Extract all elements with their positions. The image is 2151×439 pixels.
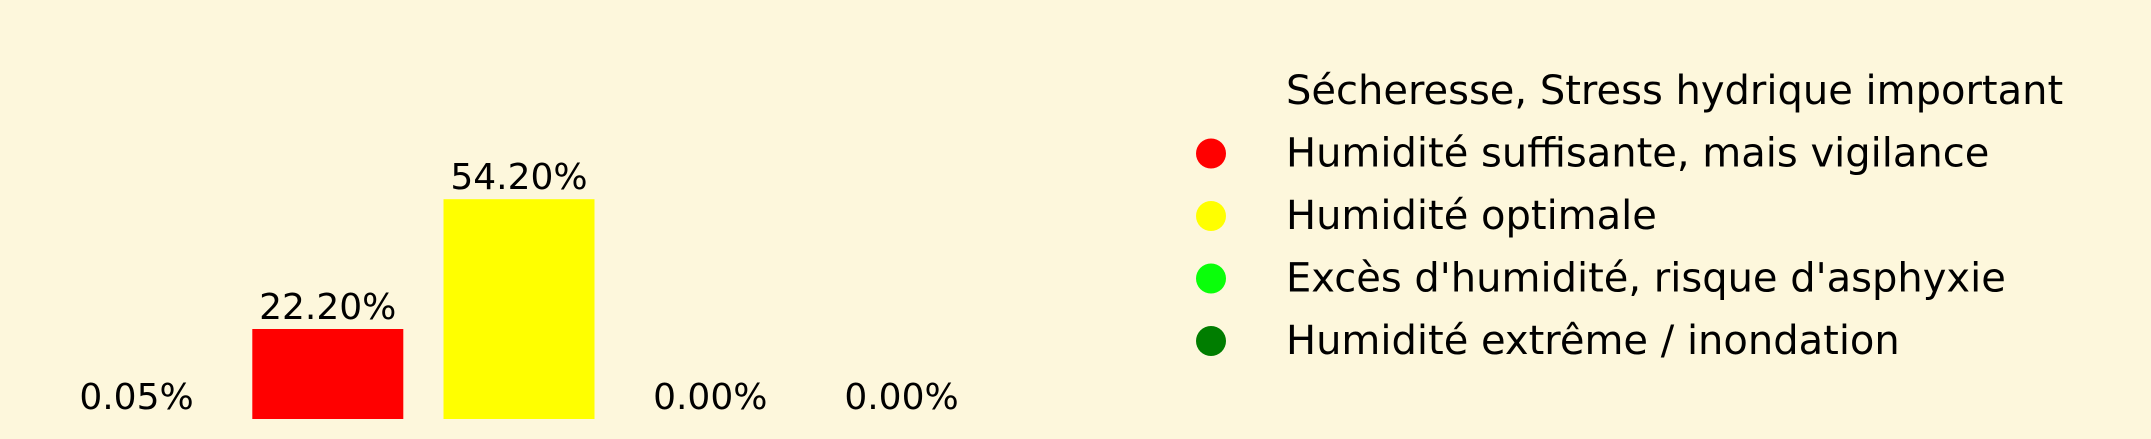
legend-label-2: Humidité suffisante, mais vigilance bbox=[1286, 131, 1989, 177]
bar-value-label-4: 0.00% bbox=[653, 377, 767, 418]
legend-item-2: Humidité suffisante, mais vigilance bbox=[1196, 131, 1989, 177]
legend-marker-3 bbox=[1196, 201, 1226, 231]
legend-label-1: Sécheresse, Stress hydrique important bbox=[1286, 68, 2063, 114]
legend-marker-5 bbox=[1196, 326, 1226, 356]
bar-value-label-5: 0.00% bbox=[844, 377, 958, 418]
bar-value-label-2: 22.20% bbox=[259, 287, 396, 328]
legend-label-3: Humidité optimale bbox=[1286, 193, 1657, 239]
bar-2 bbox=[252, 329, 403, 419]
legend-item-1: Sécheresse, Stress hydrique important bbox=[1196, 68, 2063, 114]
legend-item-3: Humidité optimale bbox=[1196, 193, 1657, 239]
legend-label-4: Excès d'humidité, risque d'asphyxie bbox=[1286, 256, 2006, 302]
bar-value-label-3: 54.20% bbox=[450, 157, 587, 198]
legend-marker-2 bbox=[1196, 139, 1226, 169]
legend-marker-4 bbox=[1196, 264, 1226, 294]
legend-item-5: Humidité extrême / inondation bbox=[1196, 318, 1900, 364]
legend-item-4: Excès d'humidité, risque d'asphyxie bbox=[1196, 256, 2006, 302]
legend: Sécheresse, Stress hydrique important Hum… bbox=[1196, 68, 2063, 364]
legend-marker-1 bbox=[1196, 76, 1226, 106]
bar-3 bbox=[444, 199, 595, 419]
bar-value-label-1: 0.05% bbox=[79, 377, 193, 418]
legend-label-5: Humidité extrême / inondation bbox=[1286, 318, 1900, 364]
